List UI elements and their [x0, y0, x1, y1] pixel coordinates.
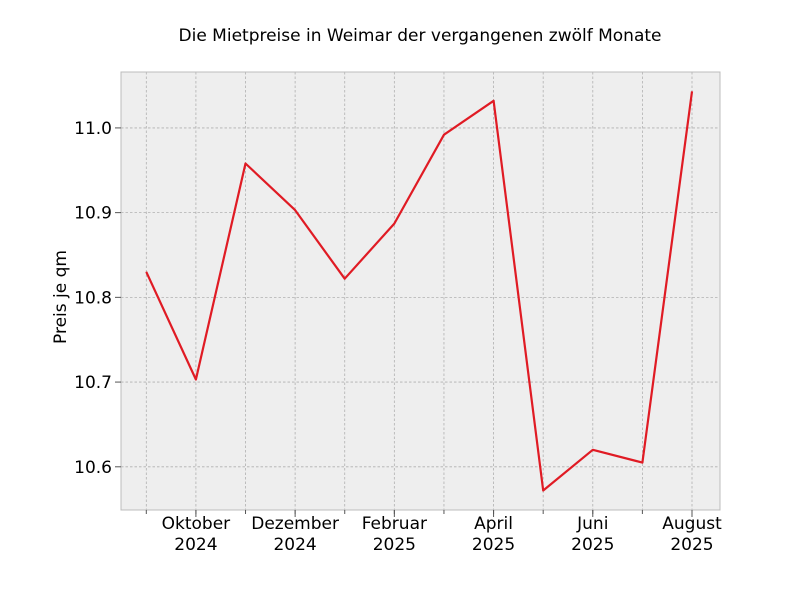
data-point — [443, 134, 445, 136]
y-tick-label: 10.6 — [74, 458, 112, 478]
plot-background — [121, 72, 720, 510]
x-tick-label-year: 2025 — [472, 535, 515, 555]
y-tick-label: 10.9 — [74, 204, 112, 224]
data-point — [344, 278, 346, 280]
data-point — [195, 379, 197, 381]
y-gridlines — [121, 127, 720, 468]
x-tick-label-year: 2025 — [373, 535, 416, 555]
x-tick-label-year: 2024 — [273, 535, 316, 555]
y-axis: 10.6 10.7 10.8 10.9 11.0 — [74, 119, 121, 478]
series-line — [145, 91, 694, 492]
x-axis: Oktober2024Dezember2024Februar2025April2… — [145, 510, 722, 555]
x-tick-label-month: Februar — [362, 514, 427, 534]
y-tick-label: 11.0 — [74, 119, 112, 139]
data-point — [493, 100, 495, 102]
x-tick-label-month: Juni — [576, 514, 608, 534]
x-tick-label-year: 2025 — [670, 535, 713, 555]
y-tick-label: 10.8 — [74, 288, 112, 308]
data-point — [393, 223, 395, 225]
y-tick-label: 10.7 — [74, 373, 112, 393]
x-tick-label-year: 2024 — [174, 535, 217, 555]
x-tick-label-month: Dezember — [251, 514, 339, 534]
x-tick-label-month: August — [662, 514, 722, 534]
x-gridlines — [145, 72, 693, 510]
data-point — [641, 462, 643, 464]
data-points — [145, 90, 693, 492]
data-point — [145, 271, 147, 273]
data-point — [592, 449, 594, 451]
data-point — [691, 90, 693, 92]
y-axis-label: Preis je qm — [51, 250, 71, 344]
data-point — [294, 209, 296, 211]
x-tick-label-year: 2025 — [571, 535, 614, 555]
x-tick-label-month: Oktober — [162, 514, 231, 534]
plot-frame — [120, 71, 721, 511]
data-point — [542, 490, 544, 492]
chart-title: Die Mietpreise in Weimar der vergangenen… — [178, 26, 662, 46]
x-tick-label-month: April — [474, 514, 513, 534]
data-point — [245, 162, 247, 164]
